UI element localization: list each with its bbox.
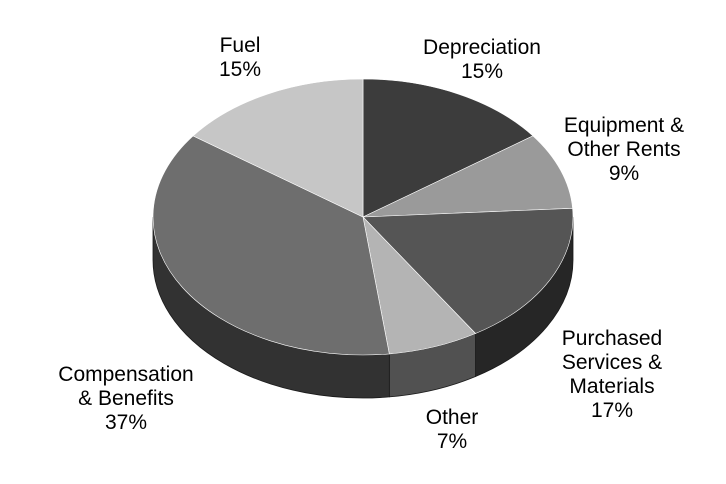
slice-label-line-4-0: Compensation — [58, 363, 193, 386]
slice-label-line-2-2: Materials — [569, 375, 654, 398]
slice-label-line-0-0: Depreciation — [423, 36, 541, 59]
pie-slice-0 — [362, 78, 534, 218]
slice-pct-3: 7% — [437, 430, 467, 453]
pie-slice-5 — [192, 78, 364, 218]
slice-pct-1: 9% — [609, 162, 639, 185]
slice-pct-2: 17% — [591, 399, 633, 422]
slice-pct-5: 15% — [219, 58, 261, 81]
slice-label-5: Fuel 15% — [219, 34, 261, 81]
pie-slice-1 — [362, 135, 573, 218]
slice-label-line-2-0: Purchased — [562, 327, 662, 350]
slice-label-line-5-0: Fuel — [220, 34, 261, 57]
pie-slice-4 — [152, 135, 390, 356]
slice-label-line-1-1: Other Rents — [567, 138, 680, 161]
slice-label-line-4-1: & Benefits — [78, 387, 174, 410]
slice-label-1: Equipment & Other Rents 9% — [564, 114, 684, 185]
slice-label-line-1-0: Equipment & — [564, 114, 684, 137]
slice-label-2: Purchased Services & Materials 17% — [562, 327, 662, 422]
slice-label-0: Depreciation 15% — [423, 36, 541, 83]
pie-labels: Depreciation 15%Equipment & Other Rents 9%P… — [58, 34, 684, 453]
slice-pct-0: 15% — [461, 60, 503, 83]
slice-label-line-3-0: Other — [426, 406, 479, 429]
slice-pct-4: 37% — [105, 411, 147, 434]
pie-top-slices — [152, 78, 574, 356]
slice-label-3: Other 7% — [426, 406, 479, 453]
slice-label-line-2-1: Services & — [562, 351, 662, 374]
slice-label-4: Compensation & Benefits 37% — [58, 363, 193, 434]
pie-slice-2 — [362, 208, 574, 334]
